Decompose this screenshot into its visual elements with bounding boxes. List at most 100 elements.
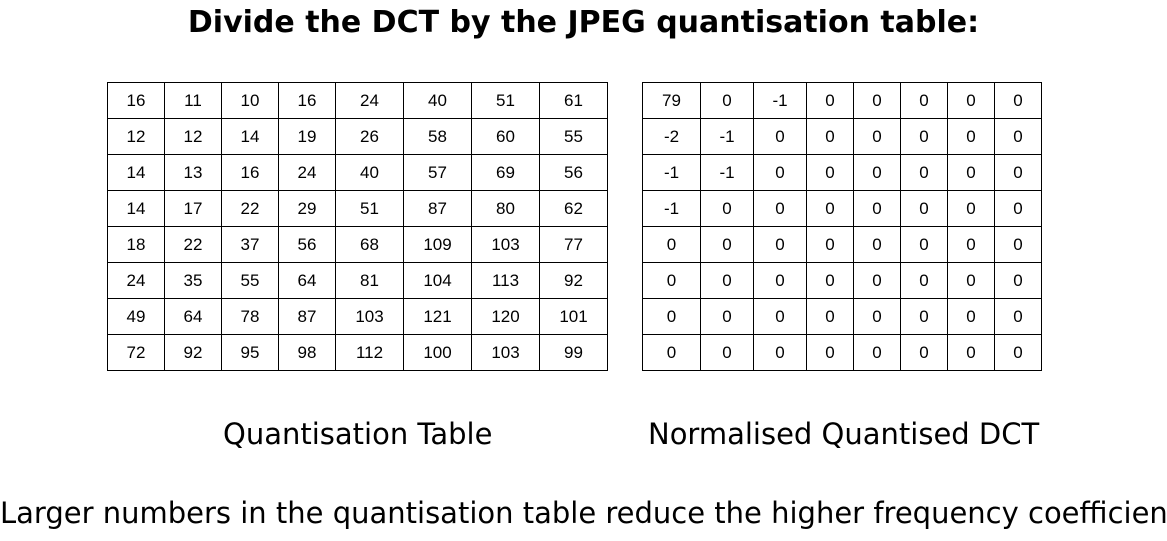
table-cell: 0 xyxy=(947,82,995,119)
table-cell: 22 xyxy=(164,226,222,263)
table-cell: 69 xyxy=(471,154,540,191)
table-cell: 0 xyxy=(947,334,995,371)
table-cell: 55 xyxy=(539,118,608,155)
quantisation-table-row: 14 17 22 29 51 87 80 62 xyxy=(107,190,608,227)
table-cell: -2 xyxy=(642,118,701,155)
table-cell: 0 xyxy=(947,298,995,335)
table-cell: 87 xyxy=(403,190,472,227)
table-cell: 0 xyxy=(853,118,901,155)
table-cell: 16 xyxy=(107,82,165,119)
table-cell: 14 xyxy=(107,190,165,227)
table-cell: 51 xyxy=(471,82,540,119)
table-cell: 68 xyxy=(335,226,404,263)
table-cell: -1 xyxy=(642,154,701,191)
table-cell: 101 xyxy=(539,298,608,335)
table-cell: 0 xyxy=(900,82,948,119)
table-cell: 0 xyxy=(642,298,701,335)
table-cell: 62 xyxy=(539,190,608,227)
table-cell: 0 xyxy=(900,262,948,299)
table-cell: 103 xyxy=(471,226,540,263)
table-cell: 24 xyxy=(107,262,165,299)
page-title: Divide the DCT by the JPEG quantisation … xyxy=(187,5,980,40)
table-cell: 0 xyxy=(947,118,995,155)
table-cell: 0 xyxy=(994,118,1042,155)
table-cell: 40 xyxy=(403,82,472,119)
table-cell: 0 xyxy=(753,190,807,227)
normalised-dct-table: 79 0 -1 0 0 0 0 0 -2 -1 0 0 0 0 0 0 -1 -1 0 0 0 0 0 0 -1 0 0 0 0 0 0 0 0… xyxy=(642,82,1042,371)
table-cell: 103 xyxy=(471,334,540,371)
table-cell: 120 xyxy=(471,298,540,335)
table-cell: 0 xyxy=(753,298,807,335)
table-cell: 100 xyxy=(403,334,472,371)
table-cell: 0 xyxy=(947,262,995,299)
table-cell: 0 xyxy=(994,262,1042,299)
table-cell: 0 xyxy=(853,154,901,191)
quantisation-table: 16 11 10 16 24 40 51 61 12 12 14 19 26 58 60 55 14 13 16 24… xyxy=(107,82,608,371)
normalised-dct-row: -2 -1 0 0 0 0 0 0 xyxy=(642,118,1042,155)
table-cell: 0 xyxy=(753,118,807,155)
table-cell: 60 xyxy=(471,118,540,155)
table-cell: 103 xyxy=(335,298,404,335)
table-cell: 0 xyxy=(853,226,901,263)
table-cell: 0 xyxy=(900,298,948,335)
table-cell: 0 xyxy=(853,190,901,227)
table-cell: 0 xyxy=(994,298,1042,335)
table-cell: 51 xyxy=(335,190,404,227)
table-cell: 112 xyxy=(335,334,404,371)
quantisation-table-row: 16 11 10 16 24 40 51 61 xyxy=(107,82,608,119)
table-cell: 12 xyxy=(164,118,222,155)
table-cell: 37 xyxy=(221,226,279,263)
table-cell: 0 xyxy=(806,334,854,371)
table-cell: 104 xyxy=(403,262,472,299)
table-cell: 0 xyxy=(753,226,807,263)
table-cell: 57 xyxy=(403,154,472,191)
table-cell: 0 xyxy=(853,298,901,335)
table-cell: 14 xyxy=(107,154,165,191)
table-cell: 0 xyxy=(853,262,901,299)
table-cell: 0 xyxy=(700,82,754,119)
table-cell: 19 xyxy=(278,118,336,155)
normalised-dct-row: -1 -1 0 0 0 0 0 0 xyxy=(642,154,1042,191)
table-cell: 24 xyxy=(335,82,404,119)
footer-note: Larger numbers in the quantisation table… xyxy=(0,496,1167,530)
table-cell: 0 xyxy=(994,190,1042,227)
table-cell: 14 xyxy=(221,118,279,155)
table-cell: 35 xyxy=(164,262,222,299)
quantisation-table-row: 18 22 37 56 68 109 103 77 xyxy=(107,226,608,263)
table-cell: 0 xyxy=(994,154,1042,191)
table-cell: 79 xyxy=(642,82,701,119)
table-cell: 40 xyxy=(335,154,404,191)
table-cell: 0 xyxy=(853,334,901,371)
table-cell: 22 xyxy=(221,190,279,227)
quantisation-table-row: 72 92 95 98 112 100 103 99 xyxy=(107,334,608,371)
table-cell: 0 xyxy=(900,118,948,155)
table-cell: 16 xyxy=(221,154,279,191)
table-cell: 0 xyxy=(947,190,995,227)
table-cell: 64 xyxy=(278,262,336,299)
table-cell: 64 xyxy=(164,298,222,335)
table-cell: 0 xyxy=(900,154,948,191)
table-cell: 0 xyxy=(994,334,1042,371)
table-cell: 0 xyxy=(806,82,854,119)
table-cell: 81 xyxy=(335,262,404,299)
table-cell: 92 xyxy=(539,262,608,299)
table-cell: 0 xyxy=(994,82,1042,119)
table-cell: 0 xyxy=(700,298,754,335)
table-cell: 12 xyxy=(107,118,165,155)
table-cell: 0 xyxy=(947,154,995,191)
quantisation-table-row: 14 13 16 24 40 57 69 56 xyxy=(107,154,608,191)
table-cell: 56 xyxy=(278,226,336,263)
table-cell: -1 xyxy=(753,82,807,119)
table-cell: 0 xyxy=(753,262,807,299)
table-cell: 78 xyxy=(221,298,279,335)
table-cell: 18 xyxy=(107,226,165,263)
table-cell: 0 xyxy=(900,190,948,227)
table-cell: 17 xyxy=(164,190,222,227)
table-cell: 0 xyxy=(947,226,995,263)
table-cell: 0 xyxy=(994,226,1042,263)
table-cell: 0 xyxy=(853,82,901,119)
table-cell: 0 xyxy=(806,262,854,299)
table-cell: 0 xyxy=(700,190,754,227)
table-cell: 10 xyxy=(221,82,279,119)
